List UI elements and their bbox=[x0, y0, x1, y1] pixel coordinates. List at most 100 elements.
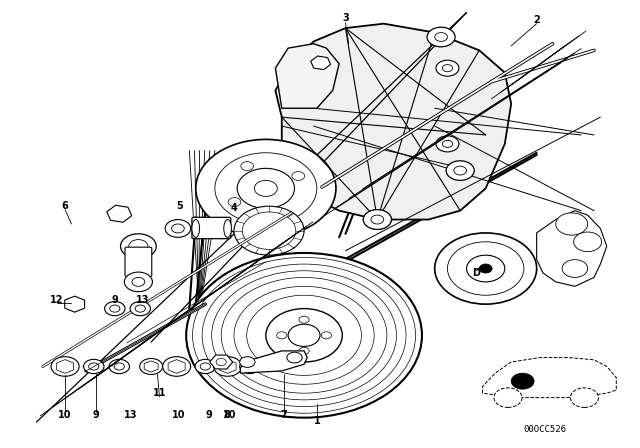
Circle shape bbox=[556, 213, 588, 235]
Text: 9: 9 bbox=[111, 295, 118, 305]
Circle shape bbox=[228, 198, 241, 207]
Circle shape bbox=[494, 388, 522, 407]
Circle shape bbox=[573, 232, 602, 252]
Circle shape bbox=[109, 305, 120, 312]
Circle shape bbox=[427, 27, 455, 47]
Circle shape bbox=[129, 240, 148, 253]
Text: D: D bbox=[472, 268, 480, 278]
Circle shape bbox=[130, 302, 150, 316]
Polygon shape bbox=[275, 44, 339, 108]
Circle shape bbox=[212, 271, 396, 400]
Circle shape bbox=[215, 153, 317, 224]
FancyBboxPatch shape bbox=[192, 217, 231, 239]
Circle shape bbox=[165, 220, 191, 237]
Text: 8: 8 bbox=[223, 410, 230, 420]
Circle shape bbox=[114, 363, 124, 370]
Circle shape bbox=[51, 357, 79, 376]
Circle shape bbox=[245, 363, 255, 370]
Circle shape bbox=[442, 140, 452, 147]
Circle shape bbox=[240, 357, 255, 367]
Circle shape bbox=[132, 277, 145, 286]
Text: 9: 9 bbox=[205, 410, 212, 420]
Text: 12: 12 bbox=[50, 295, 63, 305]
Circle shape bbox=[193, 258, 415, 413]
Circle shape bbox=[163, 357, 191, 376]
Circle shape bbox=[124, 272, 152, 292]
Circle shape bbox=[511, 373, 534, 389]
Circle shape bbox=[58, 361, 73, 372]
Circle shape bbox=[364, 210, 392, 229]
Circle shape bbox=[299, 316, 309, 323]
Circle shape bbox=[84, 359, 104, 374]
Circle shape bbox=[200, 363, 211, 370]
Circle shape bbox=[196, 139, 336, 237]
Circle shape bbox=[371, 215, 384, 224]
Circle shape bbox=[371, 215, 383, 224]
Circle shape bbox=[216, 358, 227, 366]
Circle shape bbox=[221, 277, 387, 393]
FancyBboxPatch shape bbox=[125, 247, 152, 276]
Circle shape bbox=[442, 65, 452, 72]
Polygon shape bbox=[275, 24, 511, 220]
Circle shape bbox=[186, 253, 422, 418]
Circle shape bbox=[135, 305, 145, 312]
Circle shape bbox=[254, 181, 277, 196]
Circle shape bbox=[436, 60, 459, 76]
Circle shape bbox=[435, 33, 447, 41]
Circle shape bbox=[234, 206, 304, 255]
Text: 2: 2 bbox=[533, 15, 540, 25]
Circle shape bbox=[446, 161, 474, 181]
Circle shape bbox=[195, 359, 216, 374]
Circle shape bbox=[246, 295, 362, 375]
Circle shape bbox=[241, 162, 253, 171]
Circle shape bbox=[140, 358, 163, 375]
Circle shape bbox=[234, 286, 374, 384]
Circle shape bbox=[237, 168, 294, 208]
Text: 6: 6 bbox=[61, 201, 68, 211]
Text: 9: 9 bbox=[92, 410, 99, 420]
Circle shape bbox=[570, 388, 598, 407]
Circle shape bbox=[287, 352, 302, 363]
Circle shape bbox=[288, 324, 320, 346]
Text: 11: 11 bbox=[153, 388, 166, 398]
Circle shape bbox=[89, 363, 99, 370]
Text: 10: 10 bbox=[223, 410, 236, 420]
Circle shape bbox=[214, 357, 242, 376]
Circle shape bbox=[243, 212, 296, 250]
Text: 4: 4 bbox=[230, 203, 237, 213]
Circle shape bbox=[172, 224, 184, 233]
Circle shape bbox=[276, 332, 287, 339]
Circle shape bbox=[436, 136, 459, 152]
Circle shape bbox=[202, 264, 406, 406]
Circle shape bbox=[266, 309, 342, 362]
Text: 13: 13 bbox=[124, 410, 138, 420]
Circle shape bbox=[292, 172, 305, 181]
Circle shape bbox=[562, 260, 588, 277]
Text: 10: 10 bbox=[172, 410, 186, 420]
Circle shape bbox=[299, 347, 309, 354]
Ellipse shape bbox=[192, 220, 200, 237]
Circle shape bbox=[364, 210, 392, 229]
Ellipse shape bbox=[224, 220, 232, 237]
Circle shape bbox=[109, 359, 129, 374]
Text: 7: 7 bbox=[280, 410, 287, 420]
Circle shape bbox=[321, 332, 332, 339]
Polygon shape bbox=[537, 211, 607, 286]
Circle shape bbox=[435, 233, 537, 304]
Circle shape bbox=[447, 242, 524, 295]
Circle shape bbox=[120, 234, 156, 259]
Circle shape bbox=[454, 166, 467, 175]
Circle shape bbox=[479, 264, 492, 273]
Circle shape bbox=[467, 255, 505, 282]
Circle shape bbox=[145, 362, 157, 371]
Text: 5: 5 bbox=[177, 201, 183, 211]
Circle shape bbox=[220, 361, 236, 372]
Circle shape bbox=[169, 361, 184, 372]
Circle shape bbox=[104, 302, 125, 316]
Text: 3: 3 bbox=[342, 13, 349, 23]
Circle shape bbox=[240, 359, 260, 374]
Polygon shape bbox=[241, 351, 307, 373]
Text: 10: 10 bbox=[58, 410, 72, 420]
Text: 1: 1 bbox=[314, 416, 320, 426]
Text: 00OCC526: 00OCC526 bbox=[523, 425, 566, 434]
